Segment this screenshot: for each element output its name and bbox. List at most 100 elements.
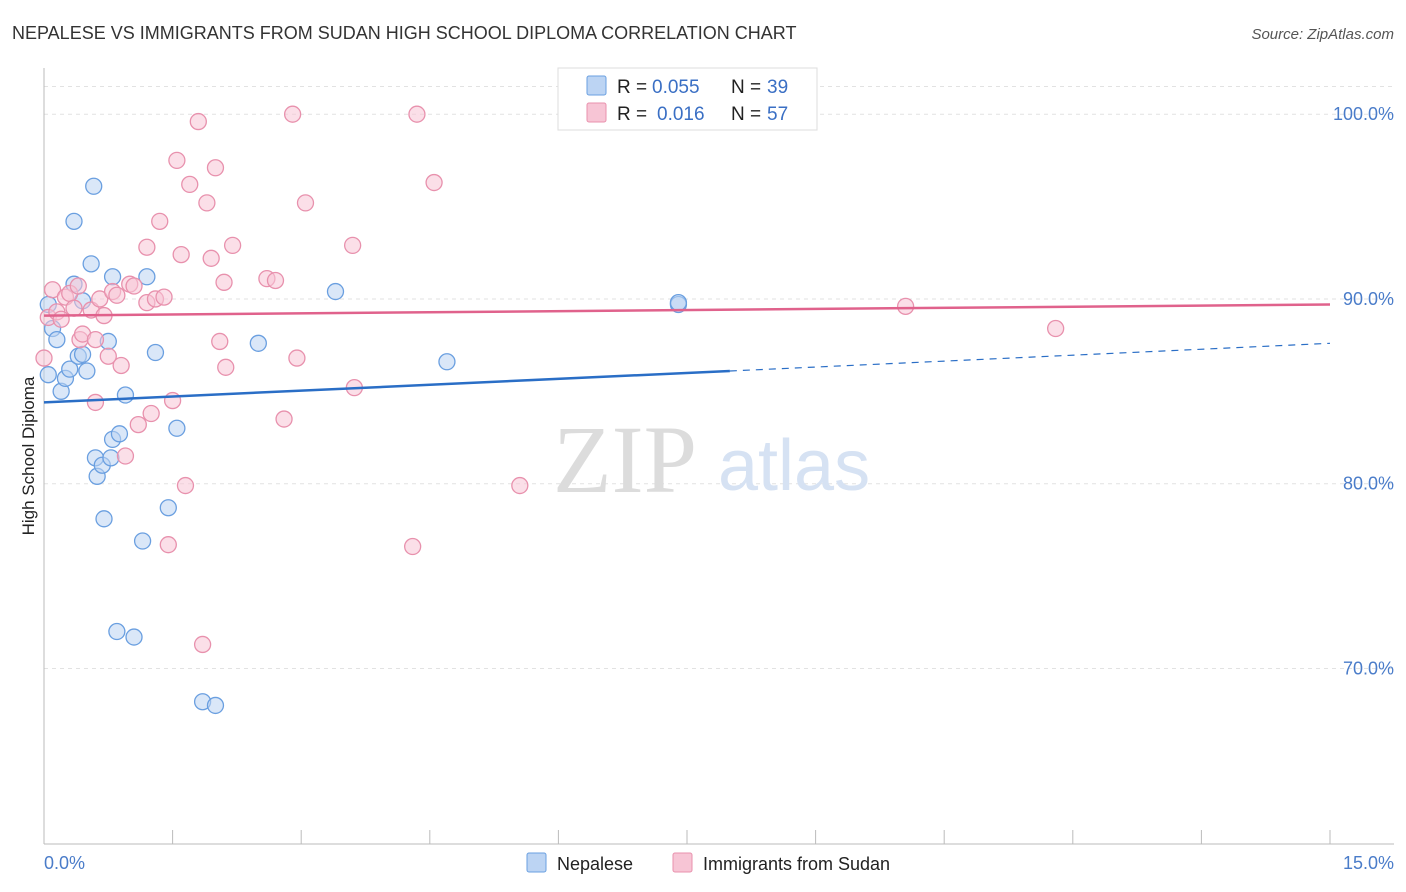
point-sudan	[266, 271, 285, 290]
trend-line-sudan	[43, 303, 1331, 317]
point-sudan	[159, 536, 177, 554]
y-tick-labels: 70.0% 80.0% 90.0% 100.0%	[1333, 104, 1394, 678]
point-sudan	[112, 356, 130, 375]
point-sudan	[189, 112, 207, 131]
point-sudan	[91, 290, 109, 308]
series-legend-swatch-nepalese	[526, 852, 547, 873]
trend-line-nepalese-extension	[729, 342, 1331, 372]
point-nepalese	[138, 268, 156, 286]
point-sudan	[65, 299, 83, 317]
point-sudan	[86, 330, 105, 349]
point-sudan	[125, 277, 143, 295]
point-sudan	[138, 238, 156, 256]
point-sudan	[35, 349, 53, 367]
point-nepalese	[82, 255, 100, 273]
x-tick-label-min: 0.0%	[44, 853, 85, 873]
chart-title: NEPALESE VS IMMIGRANTS FROM SUDAN HIGH S…	[12, 23, 796, 43]
point-sudan	[193, 635, 212, 654]
point-sudan	[425, 173, 443, 192]
legend-r-value-sudan: 0.016	[657, 104, 705, 125]
point-nepalese	[326, 282, 345, 301]
point-sudan	[408, 105, 426, 123]
point-sudan	[223, 236, 242, 255]
trend-lines	[43, 303, 1331, 404]
point-nepalese	[438, 353, 456, 371]
point-sudan	[288, 349, 306, 367]
legend-r-value-nepalese: 0.055	[652, 77, 700, 98]
point-sudan	[108, 286, 126, 304]
point-sudan	[217, 358, 235, 376]
legend-swatch-nepalese	[586, 75, 607, 96]
point-nepalese	[108, 622, 126, 641]
point-nepalese	[65, 212, 83, 231]
point-nepalese	[249, 334, 267, 352]
series-legend-label-nepalese: Nepalese	[557, 854, 633, 874]
point-sudan	[343, 236, 362, 255]
legend-n-label-sudan: N =	[731, 104, 761, 125]
series-legend-label-sudan: Immigrants from Sudan	[703, 854, 890, 874]
point-nepalese	[39, 366, 57, 384]
point-sudan	[43, 281, 62, 299]
point-nepalese	[95, 510, 113, 528]
point-sudan	[215, 273, 233, 291]
point-sudan	[296, 194, 315, 212]
point-nepalese	[73, 345, 92, 364]
point-sudan	[206, 159, 225, 177]
point-sudan	[99, 347, 117, 365]
y-tick-label: 100.0%	[1333, 104, 1394, 124]
trend-line-nepalese	[43, 369, 730, 404]
point-sudan	[176, 476, 195, 495]
stats-legend: R = 0.055 N = 39 R = 0.016 N = 57	[557, 67, 818, 131]
series-legend-swatch-sudan	[672, 852, 693, 873]
y-tick-label: 80.0%	[1343, 474, 1394, 494]
point-sudan	[168, 151, 186, 170]
point-sudan	[163, 391, 182, 410]
legend-n-label-nepalese: N =	[731, 77, 761, 98]
point-nepalese	[102, 449, 120, 467]
point-nepalese	[116, 386, 135, 404]
point-nepalese	[669, 293, 688, 312]
watermark-zip: ZIP	[553, 406, 697, 513]
series-legend: Nepalese Immigrants from Sudan	[526, 852, 890, 874]
point-nepalese	[78, 362, 96, 380]
grid-lines	[44, 85, 1394, 669]
point-sudan	[155, 288, 173, 306]
point-sudan	[198, 194, 216, 212]
point-sudan	[896, 297, 915, 315]
legend-n-value-sudan: 57	[767, 104, 788, 125]
data-points	[35, 105, 1065, 715]
point-nepalese	[85, 177, 103, 195]
point-sudan	[52, 310, 70, 328]
point-nepalese	[159, 499, 177, 517]
point-sudan	[69, 277, 87, 295]
point-nepalese	[206, 696, 225, 715]
point-nepalese	[48, 330, 66, 349]
point-sudan	[151, 212, 169, 231]
watermark-atlas: atlas	[718, 426, 870, 506]
legend-r-label-sudan: R =	[617, 104, 647, 125]
legend-swatch-sudan	[586, 102, 607, 123]
y-tick-label: 90.0%	[1343, 289, 1394, 309]
point-sudan	[181, 175, 199, 194]
point-nepalese	[61, 360, 79, 378]
legend-n-value-nepalese: 39	[767, 77, 788, 98]
point-sudan	[172, 245, 190, 264]
chart-source: Source: ZipAtlas.com	[1251, 26, 1394, 43]
point-nepalese	[110, 425, 129, 443]
y-axis-label: High School Diploma	[19, 376, 38, 535]
legend-r-label-nepalese: R =	[617, 77, 647, 98]
x-tick-marks	[43, 830, 1331, 844]
point-sudan	[129, 415, 147, 434]
point-sudan	[116, 447, 135, 465]
point-sudan	[283, 105, 302, 123]
point-nepalese	[133, 532, 152, 550]
point-sudan	[202, 249, 220, 267]
x-tick-label-max: 15.0%	[1343, 853, 1394, 873]
y-tick-label: 70.0%	[1343, 658, 1394, 678]
point-sudan	[1047, 319, 1065, 338]
point-sudan	[511, 476, 529, 495]
point-sudan	[211, 332, 229, 351]
point-sudan	[142, 404, 160, 423]
point-nepalese	[103, 268, 122, 286]
